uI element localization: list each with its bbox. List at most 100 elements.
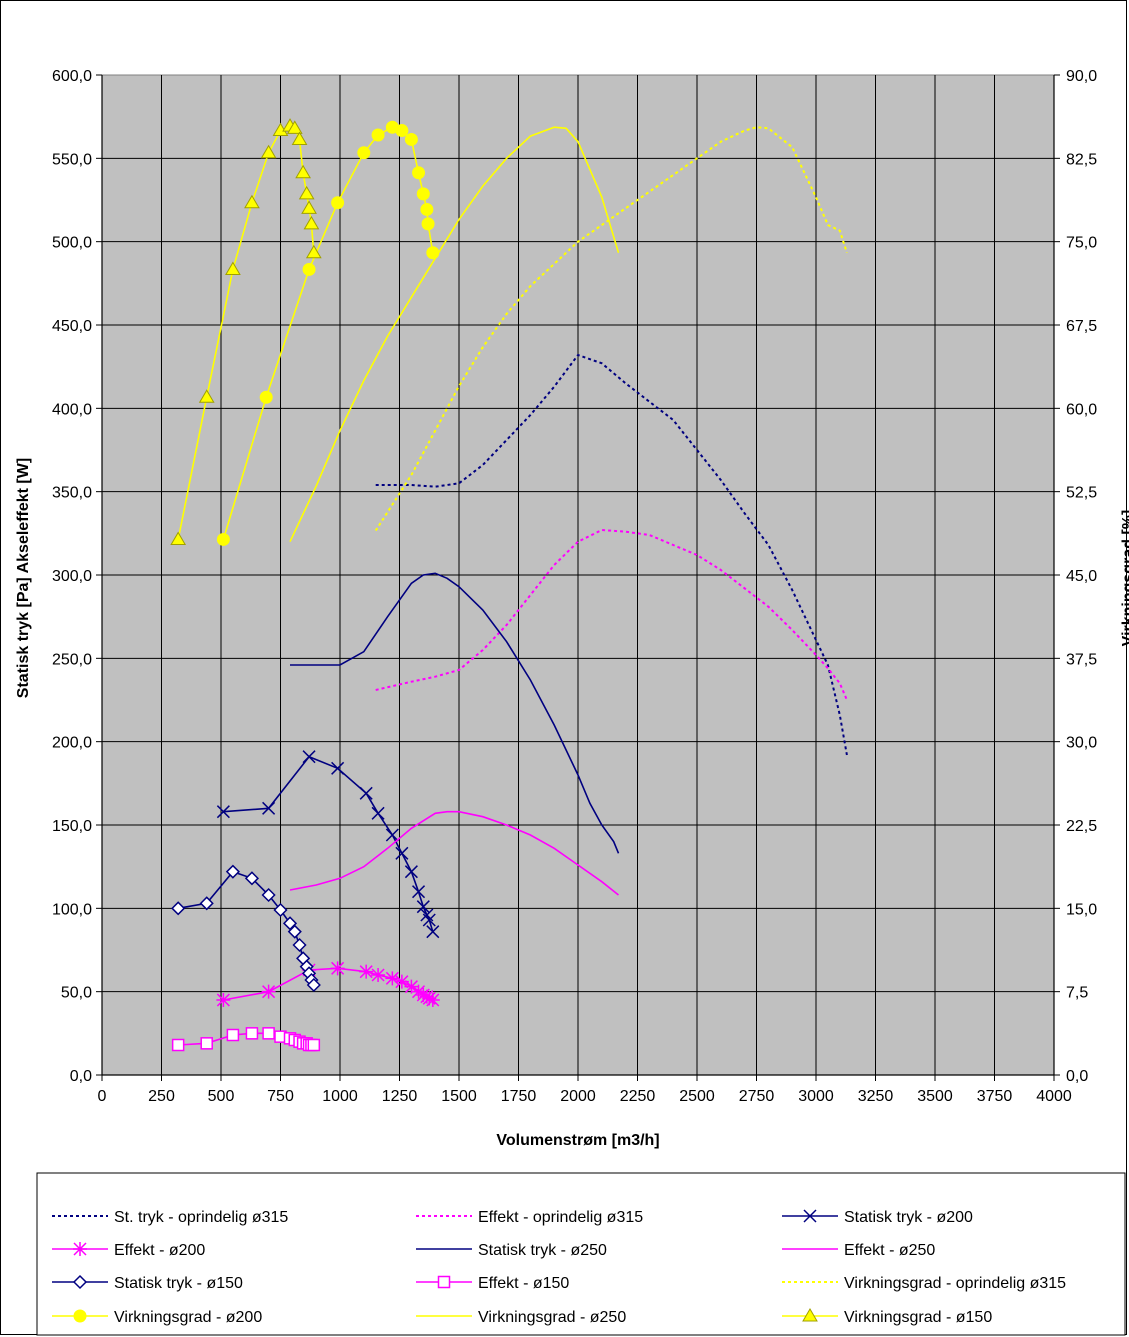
data-point-6-0	[171, 901, 186, 916]
data-point-3-1	[261, 984, 276, 999]
data-point-3-4	[359, 964, 374, 979]
data-point-9-8	[404, 132, 418, 146]
data-point-6-7	[287, 924, 302, 939]
data-point-3-0	[216, 993, 231, 1007]
series-layer	[170, 118, 848, 1052]
data-point-3-5	[371, 968, 386, 982]
legend-label-11: Virkningsgrad - ø150	[844, 1309, 992, 1326]
x-tick-label: 1750	[501, 1088, 537, 1105]
data-point-9-1	[259, 390, 273, 404]
series-line-4	[290, 572, 620, 854]
data-point-2-1	[262, 801, 276, 815]
y-tick-label: 100,0	[52, 901, 92, 918]
data-point-7-0	[171, 1038, 185, 1052]
y-tick-label: 200,0	[52, 735, 92, 752]
x-tick-label: 2500	[679, 1088, 715, 1105]
x-tick-label: 3750	[977, 1088, 1013, 1105]
legend-label-7: Effekt - ø150	[478, 1275, 569, 1292]
y2-tick-label: 7,5	[1066, 985, 1088, 1002]
y2-tick-label: 75,0	[1066, 235, 1097, 252]
data-point-6-13	[306, 977, 321, 993]
data-point-11-9	[295, 164, 311, 179]
data-point-9-12	[421, 217, 435, 231]
data-point-11-2	[225, 261, 241, 275]
data-point-2-13	[426, 925, 440, 939]
legend-marker-6	[72, 1274, 88, 1290]
data-point-2-7	[395, 846, 409, 860]
legend-label-10: Virkningsgrad - ø250	[478, 1309, 626, 1326]
data-point-11-10	[298, 185, 315, 200]
data-point-6-8	[292, 937, 307, 953]
legend-label-2: Statisk tryk - ø200	[844, 1209, 973, 1226]
data-point-7-1	[200, 1037, 213, 1050]
y2-tick-label: 0,0	[1066, 1068, 1088, 1085]
legend-marker-9	[73, 1309, 87, 1323]
legend-label-5: Effekt - ø250	[844, 1242, 935, 1259]
x-tick-label: 3000	[798, 1088, 834, 1105]
series-line-0	[375, 353, 848, 756]
data-point-3-3	[330, 961, 345, 976]
x-tick-label: 250	[148, 1088, 175, 1105]
y-tick-label: 550,0	[52, 151, 92, 168]
legend-marker-7	[437, 1275, 451, 1289]
legend-marker-3	[73, 1242, 87, 1256]
data-point-11-0	[170, 531, 187, 545]
y2-tick-label: 60,0	[1066, 401, 1097, 418]
data-point-7-13	[307, 1038, 321, 1052]
data-point-6-2	[225, 864, 240, 879]
x-tick-label: 1250	[382, 1088, 418, 1105]
data-point-7-3	[245, 1027, 259, 1040]
data-point-9-2	[302, 262, 316, 276]
y-tick-label: 400,0	[52, 401, 92, 418]
series-line-5	[289, 810, 619, 896]
data-point-2-6	[385, 828, 399, 842]
data-point-9-13	[426, 246, 440, 260]
data-point-9-7	[395, 124, 409, 138]
y-tick-label: 300,0	[52, 568, 92, 585]
data-point-2-3	[331, 761, 345, 775]
data-point-11-7	[286, 120, 303, 134]
x-tick-label: 1000	[322, 1088, 358, 1105]
data-point-2-4	[359, 786, 373, 800]
data-point-7-2	[226, 1028, 240, 1042]
data-point-2-9	[412, 885, 426, 899]
y-tick-label: 350,0	[52, 485, 92, 502]
x-tick-label: 3250	[858, 1088, 894, 1105]
y2-tick-label: 90,0	[1066, 68, 1097, 85]
data-point-9-4	[357, 146, 371, 160]
data-point-11-13	[305, 244, 322, 259]
data-point-3-10	[416, 988, 431, 1002]
data-point-11-4	[260, 144, 277, 159]
legend-label-6: Statisk tryk - ø150	[114, 1275, 243, 1292]
y-tick-label: 450,0	[52, 318, 92, 335]
data-point-2-10	[416, 900, 430, 914]
legend-label-1: Effekt - oprindelig ø315	[478, 1209, 643, 1226]
data-point-6-4	[261, 887, 276, 903]
y2-tick-label: 82,5	[1066, 151, 1097, 168]
x-tick-label: 2750	[739, 1088, 775, 1105]
data-point-3-8	[404, 979, 419, 994]
data-point-6-3	[244, 871, 260, 886]
y-tick-label: 0,0	[70, 1068, 92, 1085]
legend-label-4: Statisk tryk - ø250	[478, 1242, 607, 1259]
y2-tick-label: 37,5	[1066, 651, 1097, 668]
x-tick-label: 2250	[620, 1088, 656, 1105]
y-axis-title: Statisk tryk [Pa] Akseleffekt [W]	[15, 458, 32, 698]
data-point-7-4	[262, 1027, 275, 1040]
y2-axis-title: Virkningsgrad [%]	[1120, 510, 1129, 647]
data-point-9-9	[412, 166, 426, 180]
y2-tick-label: 30,0	[1066, 735, 1097, 752]
data-point-11-11	[301, 200, 317, 214]
x-tick-label: 500	[208, 1088, 235, 1105]
data-point-11-3	[244, 194, 260, 209]
data-point-9-3	[331, 196, 345, 210]
legend-label-9: Virkningsgrad - ø200	[114, 1309, 262, 1326]
data-point-11-1	[198, 389, 215, 403]
y2-tick-label: 22,5	[1066, 818, 1097, 835]
data-point-9-11	[420, 202, 434, 216]
x-tick-label: 750	[267, 1088, 294, 1105]
y-tick-label: 250,0	[52, 651, 92, 668]
legend-box	[36, 1172, 1126, 1336]
data-point-11-12	[303, 215, 320, 230]
